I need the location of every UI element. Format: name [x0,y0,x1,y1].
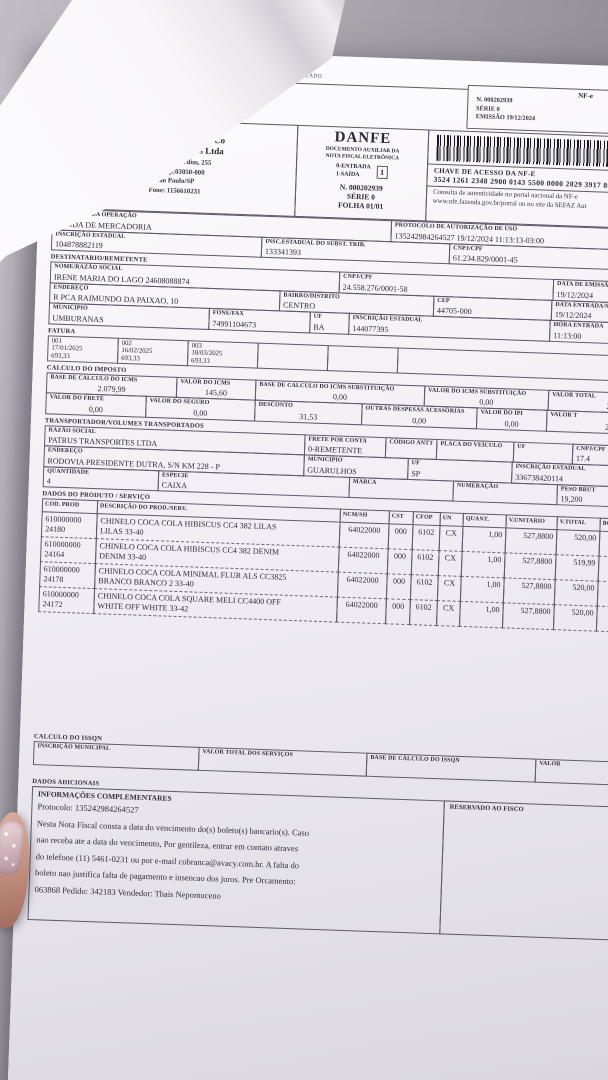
field-outras-despesas: OUTRAS DESPESAS ACESSÓRIAS 0,00 [360,403,478,429]
cell-ncm: 64022000 [336,596,387,625]
reserved-fisco-label: RESERVADO AO FISCO [449,803,524,814]
cell-total: 520,00 [553,579,599,607]
cell-qty: 1,00 [459,575,505,604]
cell-total: 520,00 [552,604,598,632]
additional-data-row: INFORMAÇÕES COMPLEMENTARES Protocolo: 13… [27,786,608,943]
field-ipi: VALOR DO IPI 0,00 [475,407,548,432]
cell-un: CX [438,525,464,552]
field-label: CÓDIGO ANTT [389,438,434,447]
cell-total: 519,99 [554,554,600,582]
field-label: NUMERAÇÃO [456,482,499,490]
field-quantidade: QUANTIDADE 4 [42,465,160,492]
field-label: INSCRIÇÃO MUNICIPAL [37,743,111,752]
field-seguro: VALOR DO SEGURO 0,00 [145,395,256,422]
field-value: BA [313,322,325,332]
reserved-fisco-box: RESERVADO AO FISCO [439,800,608,943]
danfe-box: DANFE DOCUMENTO AUXILIAR DA NOTA FISCAL … [294,124,430,222]
blank-area [34,612,608,753]
cell-unit: 527,8800 [501,602,555,631]
cell-ncm: 64022000 [338,521,390,550]
cell-cfop: 6102 [410,549,440,577]
cell-cfop: 6102 [411,524,441,552]
cell-cod: 610000000 24172 [38,586,96,615]
field-label: MARCA [352,478,377,486]
parcel-amount: 693,33 [51,351,71,360]
product-table: COD. PROD DESCRIÇÃO DO PROD./SERV. NCM/S… [38,498,608,635]
cell-bc: 519,99 [597,555,608,584]
cell-qty: 1,00 [461,525,507,554]
cell-cfop: 6102 [409,599,438,627]
field-value [389,447,433,449]
field-desconto: DESCONTO 31,53 [254,399,363,425]
field-frete: VALOR DO FRETE 0,00 [45,392,147,418]
field-value: 74991104673 [212,318,257,330]
cell-cod: 610000000 24180 [40,511,98,540]
cell-qty: 1,00 [458,600,504,629]
cell-un: CX [436,575,462,602]
danfe-saida: 1-SAÍDA [335,171,360,179]
cell-un: CX [435,600,461,627]
field-label: PLACA DO VEÍCULO [440,440,503,449]
cell-un: CX [437,550,463,577]
cell-cfop: 6102 [409,574,439,602]
cell-ncm: 64022000 [337,546,389,575]
field-value: 0,00 [412,415,427,426]
field-label: VALOR [539,760,561,768]
danfe-io-wrap: 0-ENTRADA 1-SAÍDA 1 [297,161,427,182]
cell-cst: 000 [385,598,411,626]
cell-total: 520,00 [555,529,601,557]
field-label: VALOR DO IPI [480,409,523,417]
field-value: 0,00 [88,404,104,414]
field-label: UF [517,443,526,450]
cell-qty: 1,00 [460,550,506,579]
field-uf-dest: UF BA [309,311,350,335]
cell-bc: 520,00 [596,580,608,609]
complementary-info-box: INFORMAÇÕES COMPLEMENTARES Protocolo: 13… [27,786,445,935]
field-value: 4 [46,476,51,486]
field-value: 0,00 [193,407,208,418]
cell-cst: 000 [385,573,412,601]
field-value: 31,53 [299,411,318,422]
field-value [517,452,569,454]
fingernail [0,819,26,877]
fatura-parcel: 001 17/01/2025 693,33 [47,334,119,364]
danfe-type-box: 1 [376,165,388,179]
field-value: 0,00 [504,418,519,429]
cell-cst: 000 [387,523,414,551]
fatura-parcel: 003 18/03/2025 693,33 [186,339,259,369]
cell-unit: 527,8800 [502,577,556,606]
fatura-parcel-empty [256,342,329,371]
parcel-amount: 693,33 [121,354,140,363]
access-key-box: CHAVE DE ACESSO DA NF-E 3524 1261 2348 2… [425,129,608,231]
field-label: VALOR TOTAL DOS SERVIÇOS [202,748,294,759]
cell-bc: 520,00 [598,530,608,559]
cell-unit: 527,8800 [504,527,558,556]
fatura-parcel-empty [326,344,399,374]
nfe-summary-box: NF-e N. 000202939 SÉRIE 0 EMISSÃO 19/12/… [466,84,608,138]
cell-cst: 000 [386,548,413,576]
cell-cod: 610000000 24164 [39,536,97,565]
field-fone: FONE/FAX 74991104673 [208,307,311,333]
cell-unit: 527,8800 [503,552,557,581]
fatura-parcel: 002 16/02/2025 693,33 [116,337,189,366]
field-marca: MARCA [348,476,455,502]
field-label: BASE DE CÁLCULO DO ISSQN [370,754,460,764]
parcel-amount: 693,33 [190,356,210,365]
cell-cod: 610000000 24178 [39,561,96,590]
field-label: UF [313,313,323,320]
cell-bc: 520,00 [595,605,608,634]
cell-ncm: 64022000 [336,571,388,600]
field-numeracao: NUMERAÇÃO [452,480,559,506]
